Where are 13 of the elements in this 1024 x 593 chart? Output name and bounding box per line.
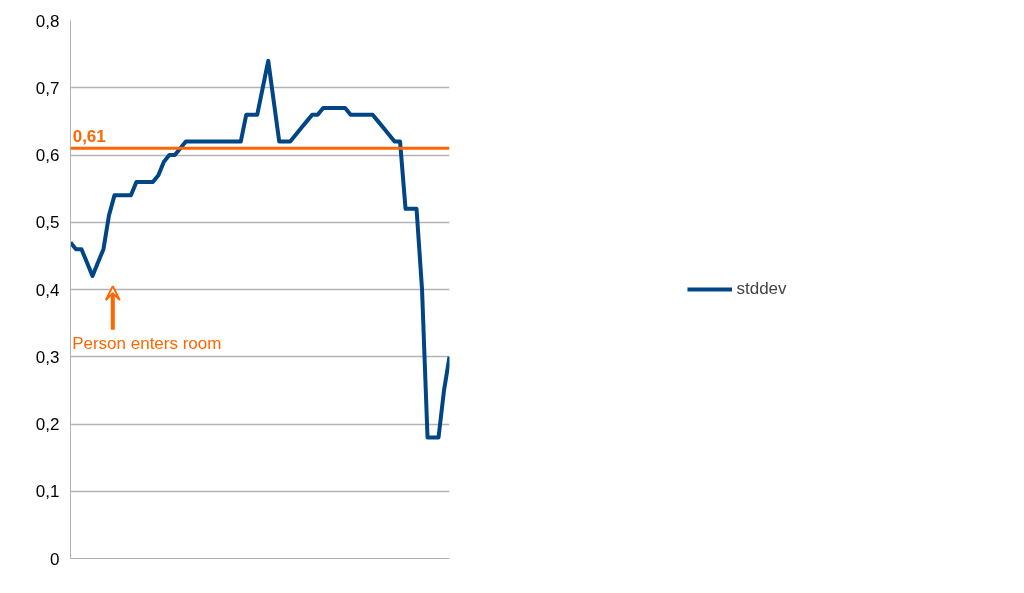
y-tick-label: 0,4	[35, 280, 60, 300]
y-tick-label: 0,1	[35, 482, 60, 502]
y-tick-label: 0	[50, 549, 60, 569]
line-series	[70, 58, 450, 440]
y-tick-label: 0,3	[35, 347, 60, 367]
legend-label: stddev	[736, 279, 787, 299]
y-tick-label: 0,6	[35, 146, 60, 165]
y-tick-label: 0,8	[35, 11, 60, 31]
annotation: Person enters room	[72, 334, 222, 354]
y-tick-label: 0,7	[35, 78, 60, 98]
y-tick-label: 0,5	[35, 213, 60, 233]
ref-line-label: 0,61	[72, 127, 106, 147]
y-tick-label: 0,2	[35, 415, 60, 434]
